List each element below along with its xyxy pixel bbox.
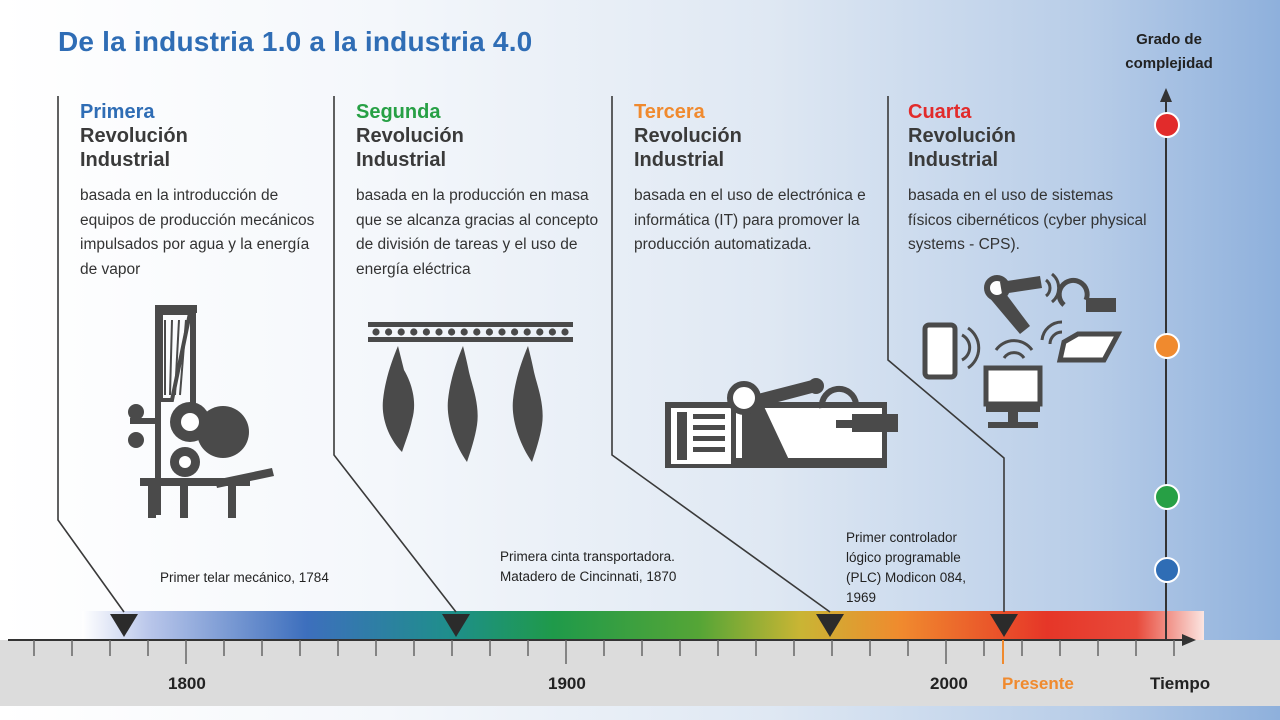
cyber-physical-systems-icon <box>922 272 1123 428</box>
era-fourth: Cuarta Revolución Industrial basada en e… <box>908 100 1158 258</box>
conveyor-roller <box>397 328 405 336</box>
conveyor-roller <box>448 328 456 336</box>
complexity-dot-first <box>1154 557 1180 583</box>
era-second: Segunda Revolución Industrial basada en … <box>356 100 606 282</box>
conveyor-roller <box>473 328 481 336</box>
era-rev-line2: Industrial <box>634 149 725 171</box>
milestone-loom: Primer telar mecánico, 1784 <box>160 568 329 588</box>
time-axis-band <box>0 640 1280 706</box>
era-rev-line2: Industrial <box>356 149 447 171</box>
conveyor-roller <box>435 328 443 336</box>
era-first: Primera Revolución Industrial basada en … <box>80 100 325 282</box>
timeline-marker-1969 <box>816 614 844 637</box>
milestone-line: lógico programable <box>846 550 961 565</box>
conveyor-belt-icon <box>368 322 573 462</box>
time-axis-label: Tiempo <box>1150 674 1211 693</box>
conveyor-roller <box>372 328 380 336</box>
era-rev-line1: Revolución <box>356 125 464 147</box>
era-ordinal: Primera <box>80 101 155 123</box>
conveyor-roller <box>536 328 544 336</box>
timeline-marker-1784 <box>110 614 138 637</box>
conveyor-roller <box>510 328 519 336</box>
complexity-axis-arrow <box>1160 88 1172 102</box>
conveyor-roller <box>410 328 418 336</box>
complexity-label-line2: complejidad <box>1125 55 1213 72</box>
conveyor-roller <box>385 328 393 336</box>
era-rev-line1: Revolución <box>908 125 1016 147</box>
era2-connector-line <box>333 96 457 613</box>
present-label: Presente <box>1002 674 1074 693</box>
era-rev-line2: Industrial <box>80 149 171 171</box>
timeline-marker-1870 <box>442 614 470 637</box>
era-third: Tercera Revolución Industrial basada en … <box>634 100 879 258</box>
era-description: basada en el uso de sistemas físicos cib… <box>908 187 1147 253</box>
era-ordinal: Cuarta <box>908 101 972 123</box>
milestone-line: Primera cinta transportadora. <box>500 549 675 564</box>
conveyor-roller <box>548 328 557 336</box>
page-title: De la industria 1.0 a la industria 4.0 <box>58 26 533 57</box>
era1-connector-line <box>57 96 125 613</box>
timeline-marker-present <box>990 614 1018 637</box>
era-description: basada en el uso de electrónica e inform… <box>634 187 866 253</box>
complexity-label-line1: Grado de <box>1136 31 1202 48</box>
mechanical-loom-icon <box>128 305 274 518</box>
milestone-plc: Primer controlador lógico programable (P… <box>846 528 966 608</box>
milestone-line: Primer controlador <box>846 530 958 545</box>
milestone-line: 1969 <box>846 590 877 605</box>
tick-label-1900: 1900 <box>548 674 586 693</box>
era4-connector-line <box>887 96 1005 612</box>
milestone-line: (PLC) Modicon 084, <box>846 570 967 585</box>
era-rev-line1: Revolución <box>634 125 742 147</box>
era-rev-line2: Industrial <box>908 149 999 171</box>
era-ordinal: Segunda <box>356 101 441 123</box>
era-ordinal: Tercera <box>634 101 705 123</box>
conveyor-roller <box>485 328 493 336</box>
complexity-dot-third <box>1154 333 1180 359</box>
era-description: basada en la introducción de equipos de … <box>80 187 315 278</box>
conveyor-roller <box>498 328 506 336</box>
time-axis-ticks <box>33 640 1175 664</box>
tick-label-2000: 2000 <box>930 674 968 693</box>
era-spectrum-bar <box>82 611 1204 640</box>
milestone-conveyor: Primera cinta transportadora. Matadero d… <box>500 547 676 587</box>
conveyor-roller <box>460 328 468 336</box>
conveyor-roller <box>422 328 430 336</box>
time-axis-arrow <box>1182 634 1196 646</box>
complexity-dot-second <box>1154 484 1180 510</box>
conveyor-roller <box>523 328 531 336</box>
complexity-dot-fourth <box>1154 112 1180 138</box>
era3-connector-line <box>611 96 831 613</box>
milestone-line: Matadero de Cincinnati, 1870 <box>500 569 677 584</box>
era-rev-line1: Revolución <box>80 125 188 147</box>
complexity-axis-label: Grado de complejidad <box>1108 28 1230 76</box>
robot-arm-plc-icon <box>665 378 898 468</box>
conveyor-roller <box>561 328 569 336</box>
milestone-line: Primer telar mecánico, 1784 <box>160 570 329 585</box>
era-description: basada en la producción en masa que se a… <box>356 187 599 278</box>
tick-label-1800: 1800 <box>168 674 206 693</box>
